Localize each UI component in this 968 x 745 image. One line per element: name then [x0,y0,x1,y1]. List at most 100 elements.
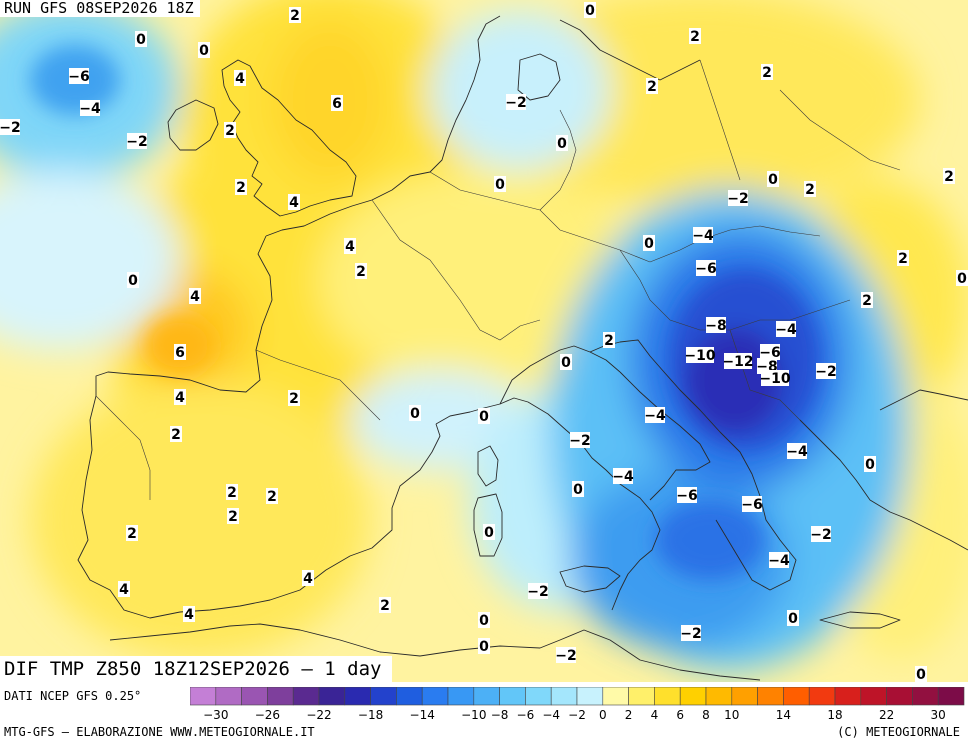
contour-label-text: 2 [289,391,299,407]
contour-label-text: −2 [810,527,831,543]
contour-label-text: −2 [680,626,701,642]
contour-label: 2 [170,426,182,443]
contour-label-text: 4 [289,195,299,211]
contour-label: 2 [235,179,247,196]
contour-label: 2 [861,292,873,309]
legend-swatch [912,687,939,706]
contour-label: 2 [603,332,615,349]
contour-label: 0 [494,176,506,193]
contour-label-text: 0 [479,613,489,629]
contour-label: −4 [786,443,808,460]
contour-label-text: 0 [644,236,654,252]
contour-label: 2 [897,250,909,267]
contour-label-text: −2 [126,134,147,150]
contour-label: −6 [695,260,717,277]
run-title: RUN GFS 08SEP2026 18Z [0,0,200,17]
contour-label: −4 [644,407,666,424]
contour-label-text: −4 [692,228,714,244]
contour-label-text: 2 [236,180,246,196]
contour-label-text: 2 [805,182,815,198]
contour-label: −4 [79,100,101,117]
valid-time-title: DIF TMP Z850 18Z12SEP2026 – 1 day [0,656,392,682]
contour-label-text: 4 [235,71,245,87]
contour-label-text: 2 [898,251,908,267]
contour-label: 0 [478,612,490,629]
contour-label: 2 [804,181,816,198]
contour-label: 4 [174,389,186,406]
legend-swatch [292,687,320,706]
legend-swatch [396,687,423,706]
contour-label: 2 [379,597,391,614]
contour-label-text: −4 [786,444,808,460]
contour-label-text: −4 [768,553,790,569]
legend-swatch [576,687,604,706]
contour-label: 2 [943,168,955,185]
contour-label-text: −4 [775,322,797,338]
legend-tick-label: −10 [461,708,486,722]
contour-label: 0 [767,171,779,188]
legend-swatch [421,687,449,706]
contour-label: −2 [815,363,837,380]
legend-swatch [318,687,346,706]
contour-label: −2 [555,647,577,664]
contour-label-text: 0 [573,482,583,498]
contour-label-text: −4 [79,101,101,117]
contour-label-text: −6 [759,345,780,361]
contour-label: 0 [135,31,147,48]
contour-label-text: −4 [644,408,666,424]
contour-label-text: 0 [788,611,798,627]
legend-swatch [499,687,526,706]
legend-tick-label: 30 [931,708,946,722]
contour-label: −10 [759,370,791,387]
contour-label-text: 2 [647,79,657,95]
contour-label: 2 [226,484,238,501]
contour-label-text: −6 [68,69,89,85]
contour-label-text: 4 [190,289,200,305]
legend-swatch [731,687,758,706]
color-legend: −30 −26 −22 −18 −14 −10 −8 −6 −4 −2 0 2 4 6 8 10 14 18 22 3… [190,687,965,722]
contour-label: 0 [556,135,568,152]
legend-tick-label: −8 [491,708,509,722]
contour-label: 0 [643,235,655,252]
contour-label: −10 [684,347,716,364]
contour-label: 6 [331,95,343,112]
country-borders [95,59,901,500]
contour-label: −2 [126,133,148,150]
contour-label-text: 0 [199,43,209,59]
legend-swatch [550,687,578,706]
contour-label: 2 [266,488,278,505]
legend-tick-label: −14 [410,708,435,722]
contour-label-text: −6 [741,497,762,513]
legend-swatch [344,687,371,706]
legend-tick-label: 18 [827,708,842,722]
legend-tick-label: 4 [651,708,659,722]
legend-swatch [860,687,887,706]
contour-label: 0 [409,405,421,422]
contour-label-text: 0 [484,525,494,541]
legend-tick-label: −6 [517,708,535,722]
contour-label-text: −2 [505,95,526,111]
contour-label: 0 [956,270,968,287]
contour-label-text: 6 [332,96,342,112]
contour-label-text: 2 [944,169,954,185]
contour-label: −4 [612,468,634,485]
contour-label-text: 2 [862,293,872,309]
contour-label-text: −10 [759,371,790,387]
anomaly-field [0,0,968,682]
contour-label: −6 [68,68,90,85]
legend-tick-label: 22 [879,708,894,722]
legend-swatch [757,687,784,706]
contour-label: 2 [761,64,773,81]
legend-tick-label: 0 [599,708,607,722]
contour-label: 2 [288,390,300,407]
contour-label: 4 [288,194,300,211]
contour-label-text: 6 [175,345,185,361]
contour-label-text: 2 [356,264,366,280]
contour-label: 2 [689,28,701,45]
legend-tick-label: −22 [306,708,331,722]
contour-label-text: 0 [585,3,595,19]
contour-label: −2 [0,119,21,136]
contour-label-text: 2 [380,598,390,614]
legend-swatch [937,687,965,706]
contour-label: 0 [572,481,584,498]
